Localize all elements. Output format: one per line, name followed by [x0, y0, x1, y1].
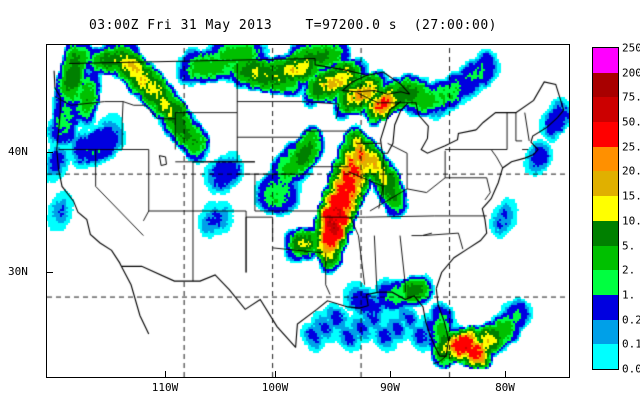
y-axis-label-40n: 40N: [8, 145, 28, 158]
y-axis-label-30n: 30N: [8, 265, 28, 278]
colorbar-label-3: 50.: [622, 115, 640, 129]
colorbar-label-4: 25.: [622, 140, 640, 154]
colorbar-label-1: 200.: [622, 66, 640, 80]
page-title: 03:00Z Fri 31 May 2013 T=97200.0 s (27:0…: [88, 18, 497, 33]
colorbar-label-11: 0.25: [622, 313, 640, 327]
colorbar-label-0: 250.: [622, 41, 640, 55]
colorbar-band-3: [593, 122, 618, 147]
colorbar-band-5: [593, 171, 618, 197]
colorbar-label-12: 0.10: [622, 337, 640, 351]
x-axis-label-110w: 110W: [151, 381, 179, 394]
map-plot-frame: [46, 44, 570, 378]
x-axis-tick-80w: [505, 371, 506, 377]
precipitation-map-canvas: [47, 45, 569, 377]
colorbar-band-8: [593, 245, 618, 271]
colorbar-band-6: [593, 196, 618, 221]
colorbar-band-12: [593, 344, 618, 369]
precip-colorbar[interactable]: [592, 47, 619, 370]
colorbar-label-9: 2.: [622, 263, 636, 277]
x-axis-tick-100w: [275, 371, 276, 377]
y-axis-tick-40n: [47, 152, 53, 153]
colorbar-band-0: [593, 48, 618, 73]
x-axis-tick-90w: [390, 371, 391, 377]
colorbar-label-7: 10.: [622, 214, 640, 228]
colorbar-band-10: [593, 294, 618, 320]
colorbar-label-10: 1.: [622, 288, 636, 302]
colorbar-label-6: 15.: [622, 189, 640, 203]
colorbar-band-9: [593, 270, 618, 295]
colorbar-band-1: [593, 72, 618, 98]
colorbar-band-7: [593, 220, 618, 246]
colorbar-label-5: 20.: [622, 164, 640, 178]
x-axis-tick-110w: [165, 371, 166, 377]
colorbar-band-11: [593, 319, 618, 345]
x-axis-label-80w: 80W: [495, 381, 515, 394]
colorbar-label-2: 75.: [622, 90, 640, 104]
colorbar-label-13: 0.01: [622, 362, 640, 376]
colorbar-band-4: [593, 146, 618, 172]
x-axis-label-90w: 90W: [380, 381, 400, 394]
y-axis-tick-30n: [47, 272, 53, 273]
colorbar-label-8: 5.: [622, 239, 636, 253]
x-axis-label-100w: 100W: [261, 381, 289, 394]
colorbar-band-2: [593, 97, 618, 123]
